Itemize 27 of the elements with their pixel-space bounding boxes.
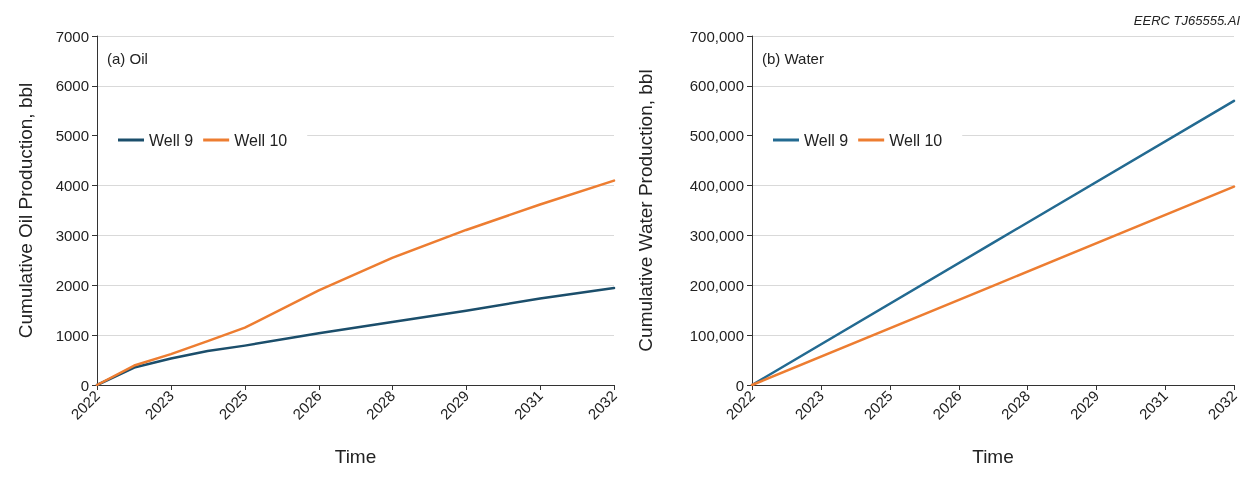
y-tick-label: 5000 bbox=[55, 127, 89, 145]
y-axis-title: Cumulative Oil Production, bbl bbox=[15, 82, 36, 339]
y-tick-label: 400,000 bbox=[689, 177, 744, 195]
y-tick-label: 500,000 bbox=[689, 127, 744, 145]
y-tick-label: 1000 bbox=[55, 326, 89, 344]
y-tick-label: 4000 bbox=[55, 177, 89, 195]
y-axis-title: Cumulative Water Production, bbl bbox=[635, 69, 656, 352]
y-tick-label: 2000 bbox=[55, 276, 89, 294]
y-tick-label: 100,000 bbox=[689, 326, 744, 344]
y-tick-label: 700,000 bbox=[689, 27, 744, 45]
legend-label: Well 9 bbox=[804, 131, 849, 149]
legend-label: Well 10 bbox=[889, 131, 943, 149]
y-tick-label: 600,000 bbox=[689, 77, 744, 95]
text: EERC TJ65555.AI bbox=[1133, 13, 1241, 28]
x-axis-title: Time bbox=[334, 446, 377, 467]
x-axis-title: Time bbox=[972, 446, 1014, 467]
y-tick-label: 3000 bbox=[55, 226, 89, 244]
y-tick-label: 0 bbox=[735, 376, 744, 394]
y-tick-label: 300,000 bbox=[689, 226, 744, 244]
y-tick-label: 0 bbox=[80, 376, 89, 394]
text: (a) Oil bbox=[107, 50, 148, 67]
y-tick-label: 200,000 bbox=[689, 276, 744, 294]
y-tick-label: 6000 bbox=[55, 77, 89, 95]
legend-label: Well 9 bbox=[149, 131, 194, 149]
y-tick-label: 7000 bbox=[55, 27, 89, 45]
legend-label: Well 10 bbox=[234, 131, 288, 149]
text: (b) Water bbox=[762, 50, 824, 67]
